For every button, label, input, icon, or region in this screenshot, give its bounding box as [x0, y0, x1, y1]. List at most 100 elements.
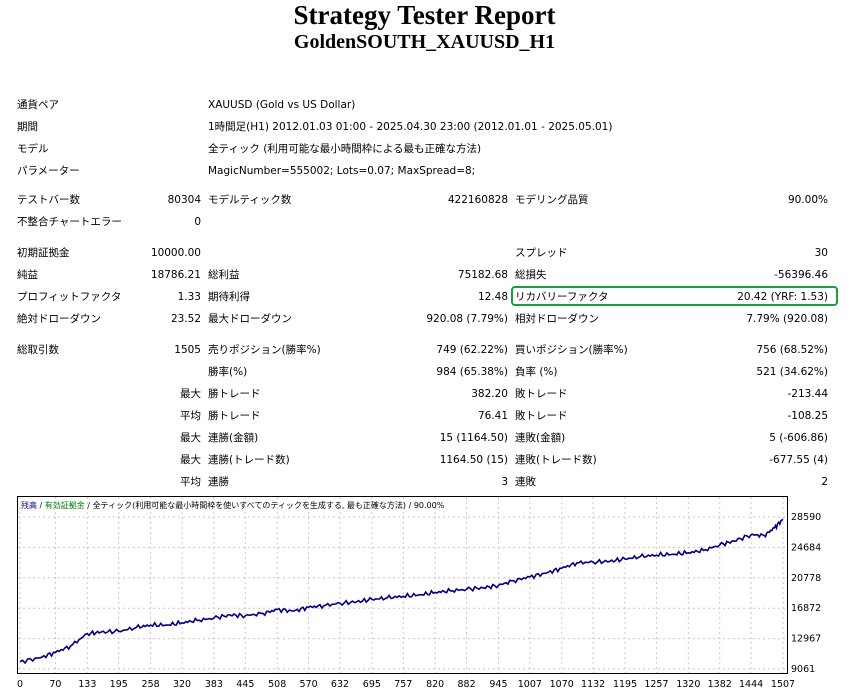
deposit-value: 10000.00 [150, 247, 201, 259]
report-subtitle: GoldenSOUTH_XAUUSD_H1 [293, 31, 556, 53]
average-loss-value: -108.25 [787, 410, 828, 422]
avg-consecutive-losses-label: 連敗 [515, 476, 536, 488]
gross-loss-label: 総損失 [515, 269, 547, 281]
largest-word: 最大 [180, 388, 201, 400]
short-positions-label: 売りポジション(勝率%) [208, 344, 321, 356]
deposit-label: 初期証拠金 [17, 247, 70, 259]
balance-line [19, 518, 784, 665]
total-trades-value: 1505 [174, 344, 201, 356]
legend-quality: 90.00% [414, 501, 445, 510]
period-value: 1時間足(H1) 2012.01.03 01:00 - 2025.04.30 2… [208, 121, 613, 133]
spread-label: スプレッド [515, 247, 568, 259]
largest-win-label: 勝トレード [208, 388, 261, 400]
absolute-drawdown-value: 23.52 [170, 313, 201, 325]
relative-drawdown-label: 相対ドローダウン [515, 313, 599, 325]
avg-consecutive-wins-label: 連勝 [208, 476, 229, 488]
short-positions-value: 749 (62.22%) [436, 344, 508, 356]
x-tick-label: 133 [78, 679, 96, 690]
x-tick-label: 1070 [550, 679, 574, 690]
avg-consecutive-wins-value: 3 [501, 476, 508, 488]
x-tick-label: 508 [268, 679, 286, 690]
average-loss-label: 敗トレード [515, 410, 568, 422]
profit-trades-label: 勝率(%) [208, 366, 248, 378]
mismatch-label: 不整合チャートエラー [17, 216, 122, 228]
model-value: 全ティック (利用可能な最小時間枠による最も正確な方法) [208, 143, 482, 155]
maximal-drawdown-value: 920.08 (7.79%) [426, 313, 508, 325]
x-tick-label: 445 [236, 679, 254, 690]
x-tick-label: 195 [110, 679, 128, 690]
legend-balance: 残高 [21, 500, 37, 510]
max-consecutive-loss-value: -677.55 (4) [769, 454, 828, 466]
x-tick-label: 1444 [739, 679, 763, 690]
x-tick-label: 632 [331, 679, 349, 690]
quality-value: 90.00% [787, 194, 828, 206]
long-positions-value: 756 (68.52%) [756, 344, 828, 356]
recovery-factor-label: リカバリーファクタ [515, 291, 609, 303]
max-consecutive-losses-value: 5 (-606.86) [769, 432, 828, 444]
params-label: パラメーター [17, 165, 80, 177]
ticks-value: 422160828 [447, 194, 508, 206]
x-tick-label: 1195 [613, 679, 637, 690]
y-tick-label: 24684 [791, 542, 821, 553]
maximal-drawdown-label: 最大ドローダウン [208, 313, 292, 325]
x-tick-label: 820 [426, 679, 444, 690]
gross-profit-value: 75182.68 [457, 269, 508, 281]
spread-value: 30 [814, 247, 828, 259]
x-tick-label: 757 [394, 679, 412, 690]
chart-grid [18, 497, 787, 673]
loss-trades-label: 負率 (%) [515, 366, 558, 378]
model-label: モデル [17, 143, 49, 155]
relative-drawdown-value: 7.79% (920.08) [746, 313, 828, 325]
avg-consecutive-losses-value: 2 [821, 476, 828, 488]
max-consecutive-profit-value: 1164.50 (15) [439, 454, 508, 466]
x-tick-label: 1007 [518, 679, 542, 690]
gross-loss-value: -56396.46 [774, 269, 828, 281]
max-consecutive-wins-label: 連勝(金額) [208, 432, 259, 444]
max-consecutive-losses-label: 連敗(金額) [515, 432, 566, 444]
quality-label: モデリング品質 [515, 194, 589, 206]
x-tick-label: 1132 [581, 679, 605, 690]
report-title: Strategy Tester Report [293, 0, 556, 30]
x-tick-label: 570 [300, 679, 318, 690]
x-tick-label: 258 [142, 679, 160, 690]
average-word: 平均 [180, 410, 201, 422]
long-positions-label: 買いポジション(勝率%) [515, 344, 628, 356]
largest-loss-value: -213.44 [787, 388, 828, 400]
profit-trades-value: 984 (65.38%) [436, 366, 508, 378]
legend-model: 全ティック(利用可能な最小時間枠を使いすべてのティックを生成する, 最も正確な方… [93, 500, 406, 510]
profit-factor-label: プロフィットファクタ [17, 291, 122, 303]
params-value: MagicNumber=555002; Lots=0.07; MaxSpread… [208, 165, 476, 177]
symbol-value: XAUUSD (Gold vs US Dollar) [208, 99, 356, 111]
bars-label: テストバー数 [17, 194, 80, 206]
x-tick-label: 882 [457, 679, 475, 690]
mismatch-value: 0 [194, 216, 201, 228]
legend-equity: 有効証拠金 [45, 500, 85, 510]
absolute-drawdown-label: 絶対ドローダウン [17, 313, 101, 325]
x-axis-labels: 0 70 133 195 258 320 383 445 508 570 632 695 757 820 8… [17, 679, 795, 690]
x-tick-label: 1507 [771, 679, 795, 690]
max-consecutive-loss-label: 連敗(トレード数) [515, 454, 597, 466]
y-tick-label: 9061 [791, 664, 815, 675]
gross-profit-label: 総利益 [208, 269, 240, 281]
avg-word: 平均 [180, 476, 201, 488]
x-tick-label: 1382 [708, 679, 732, 690]
average-win-label: 勝トレード [208, 410, 261, 422]
y-tick-label: 16872 [791, 603, 821, 614]
average-win-value: 76.41 [477, 410, 508, 422]
balance-chart: 9061 12967 16872 20778 24684 28590 0 70 133 195 2… [17, 496, 821, 690]
y-tick-label: 28590 [791, 512, 821, 523]
largest-win-value: 382.20 [471, 388, 508, 400]
x-tick-label: 695 [363, 679, 381, 690]
plot-area [17, 496, 788, 674]
x-tick-label: 1320 [676, 679, 700, 690]
maximum-word: 最大 [180, 432, 201, 444]
net-profit-value: 18786.21 [150, 269, 201, 281]
y-tick-label: 12967 [791, 634, 821, 645]
x-tick-label: 70 [49, 679, 61, 690]
y-tick-label: 20778 [791, 573, 821, 584]
x-tick-label: 0 [17, 679, 23, 690]
max-consecutive-wins-value: 15 (1164.50) [439, 432, 508, 444]
recovery-factor-highlight [511, 286, 838, 306]
bars-value: 80304 [167, 194, 201, 206]
net-profit-label: 純益 [17, 269, 38, 281]
